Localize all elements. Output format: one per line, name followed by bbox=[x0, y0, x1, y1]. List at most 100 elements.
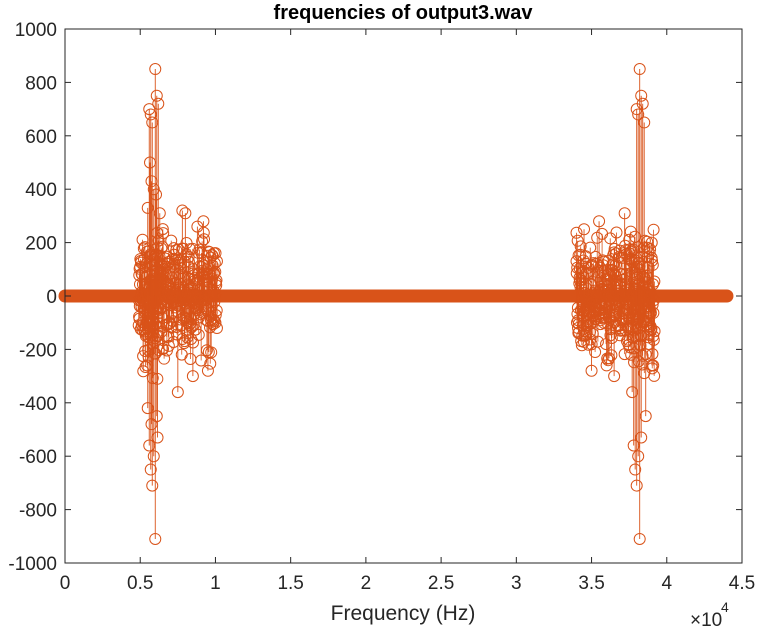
signal-marker bbox=[641, 235, 654, 248]
peak-marker bbox=[149, 532, 162, 545]
peak-marker bbox=[572, 322, 585, 335]
peak-marker bbox=[150, 188, 163, 201]
peak-marker bbox=[176, 204, 189, 217]
signal-marker bbox=[169, 277, 182, 290]
peak-marker bbox=[207, 247, 220, 260]
signal-marker bbox=[165, 234, 178, 247]
peak-marker bbox=[144, 156, 157, 169]
signal-marker bbox=[605, 349, 618, 362]
peak-marker bbox=[141, 402, 154, 415]
signal-marker bbox=[646, 348, 659, 361]
x-tick-label: 2.5 bbox=[428, 573, 454, 594]
peak-marker bbox=[632, 450, 645, 463]
peak-marker bbox=[593, 215, 606, 228]
y-tick-label: 600 bbox=[25, 127, 57, 148]
signal-marker bbox=[648, 325, 661, 338]
x-exponent-base: ×10 bbox=[690, 610, 722, 630]
y-tick-label: 0 bbox=[46, 287, 57, 308]
x-tick-label: 0.5 bbox=[127, 573, 153, 594]
signal-marker bbox=[198, 233, 211, 246]
peak-marker bbox=[633, 63, 646, 76]
signal-marker bbox=[205, 346, 218, 359]
peak-marker bbox=[608, 370, 621, 383]
peak-marker bbox=[144, 108, 157, 121]
peak-marker bbox=[638, 116, 651, 129]
peak-marker bbox=[636, 97, 649, 110]
peak-marker bbox=[578, 223, 591, 236]
signal-marker bbox=[195, 354, 208, 367]
signal-marker bbox=[157, 227, 170, 240]
y-tick-label: 400 bbox=[25, 180, 57, 201]
signal-marker bbox=[185, 319, 198, 332]
signal-marker bbox=[570, 226, 583, 239]
signal-marker bbox=[647, 278, 660, 291]
x-tick-label: 4 bbox=[661, 573, 672, 594]
data-layer bbox=[58, 63, 734, 545]
peak-marker bbox=[147, 183, 160, 196]
signal-marker bbox=[574, 240, 587, 253]
peak-marker bbox=[143, 439, 156, 452]
x-tick-label: 0 bbox=[60, 573, 71, 594]
signal-marker bbox=[196, 235, 209, 248]
x-tick-label: 2 bbox=[361, 573, 372, 594]
peak-marker bbox=[143, 103, 156, 116]
peak-marker bbox=[630, 479, 643, 492]
peak-marker bbox=[570, 255, 583, 268]
peak-marker bbox=[141, 201, 154, 214]
x-axis-label: Frequency (Hz) bbox=[331, 602, 476, 625]
peak-marker bbox=[645, 236, 658, 249]
peak-marker bbox=[585, 364, 598, 377]
signal-marker bbox=[591, 335, 604, 348]
signal-marker bbox=[646, 258, 659, 271]
peak-marker bbox=[632, 108, 645, 121]
signal-marker bbox=[604, 329, 617, 342]
peak-marker bbox=[147, 450, 160, 463]
x-tick-label: 1 bbox=[210, 573, 221, 594]
y-tick-label: -1000 bbox=[8, 554, 57, 575]
peak-marker bbox=[150, 89, 163, 102]
signal-marker bbox=[210, 274, 223, 287]
y-tick-label: 200 bbox=[25, 234, 57, 255]
x-axis-ticks: 0 0.5 1 1.5 2 2.5 3 3.5 4 4.5 bbox=[60, 29, 755, 594]
signal-marker bbox=[584, 333, 597, 346]
x-tick-label: 1.5 bbox=[277, 573, 303, 594]
peak-marker bbox=[639, 410, 652, 423]
x-tick-label: 3 bbox=[511, 573, 522, 594]
signal-marker bbox=[182, 255, 195, 268]
peak-marker bbox=[186, 370, 199, 383]
peak-marker bbox=[171, 386, 184, 399]
y-tick-label: -400 bbox=[19, 394, 57, 415]
x-exponent-power: 4 bbox=[721, 599, 729, 615]
peak-marker bbox=[647, 330, 660, 343]
y-tick-label: -200 bbox=[19, 340, 57, 361]
peak-marker bbox=[197, 215, 210, 228]
peak-marker bbox=[635, 89, 648, 102]
signal-marker bbox=[582, 267, 595, 280]
peak-marker bbox=[635, 431, 648, 444]
peak-marker bbox=[618, 207, 631, 220]
peak-marker bbox=[627, 439, 640, 452]
signal-marker bbox=[206, 259, 219, 272]
signal-marker bbox=[203, 246, 216, 259]
peak-marker bbox=[153, 207, 166, 220]
y-axis-ticks: 1000 800 600 400 200 0 -200 -400 -600 -800 -1000 bbox=[8, 20, 742, 575]
signal-marker bbox=[158, 352, 171, 365]
signal-marker bbox=[625, 244, 638, 257]
signal-marker bbox=[648, 275, 661, 288]
signal-marker bbox=[208, 257, 221, 270]
x-tick-label: 3.5 bbox=[578, 573, 604, 594]
peak-marker bbox=[144, 463, 157, 476]
y-tick-label: 800 bbox=[25, 73, 57, 94]
peak-marker bbox=[145, 175, 158, 188]
y-tick-label: 1000 bbox=[15, 20, 57, 41]
signal-marker bbox=[610, 226, 623, 239]
chart-title: frequencies of output3.wav bbox=[274, 2, 534, 24]
peak-marker bbox=[210, 322, 223, 335]
signal-marker bbox=[571, 234, 584, 247]
y-tick-label: -600 bbox=[19, 447, 57, 468]
x-axis-exponent: ×10 4 bbox=[690, 599, 729, 630]
peak-marker bbox=[209, 316, 222, 329]
signal-marker bbox=[584, 241, 597, 254]
y-tick-label: -800 bbox=[19, 501, 57, 522]
